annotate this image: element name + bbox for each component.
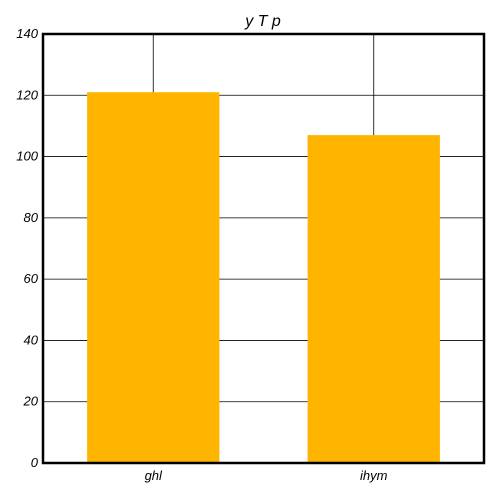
y-tick-label: 60: [24, 271, 39, 286]
x-axis-ticks: ghl ihym: [145, 468, 388, 483]
y-tick-label: 0: [31, 455, 39, 470]
bar-ghl: [87, 92, 219, 463]
y-axis-ticks: 0 20 40 60 80 100 120 140: [16, 26, 38, 470]
y-tick-label: 100: [16, 149, 38, 164]
chart-title: y T p: [244, 13, 281, 30]
y-tick-label: 140: [16, 26, 38, 41]
y-tick-label: 120: [16, 87, 38, 102]
y-tick-label: 40: [24, 332, 39, 347]
bars: [87, 92, 440, 463]
y-tick-label: 20: [23, 394, 39, 409]
bar-ihym: [308, 135, 440, 463]
x-tick-label: ghl: [145, 468, 163, 483]
x-tick-label: ihym: [360, 468, 388, 483]
y-tick-label: 80: [24, 210, 39, 225]
